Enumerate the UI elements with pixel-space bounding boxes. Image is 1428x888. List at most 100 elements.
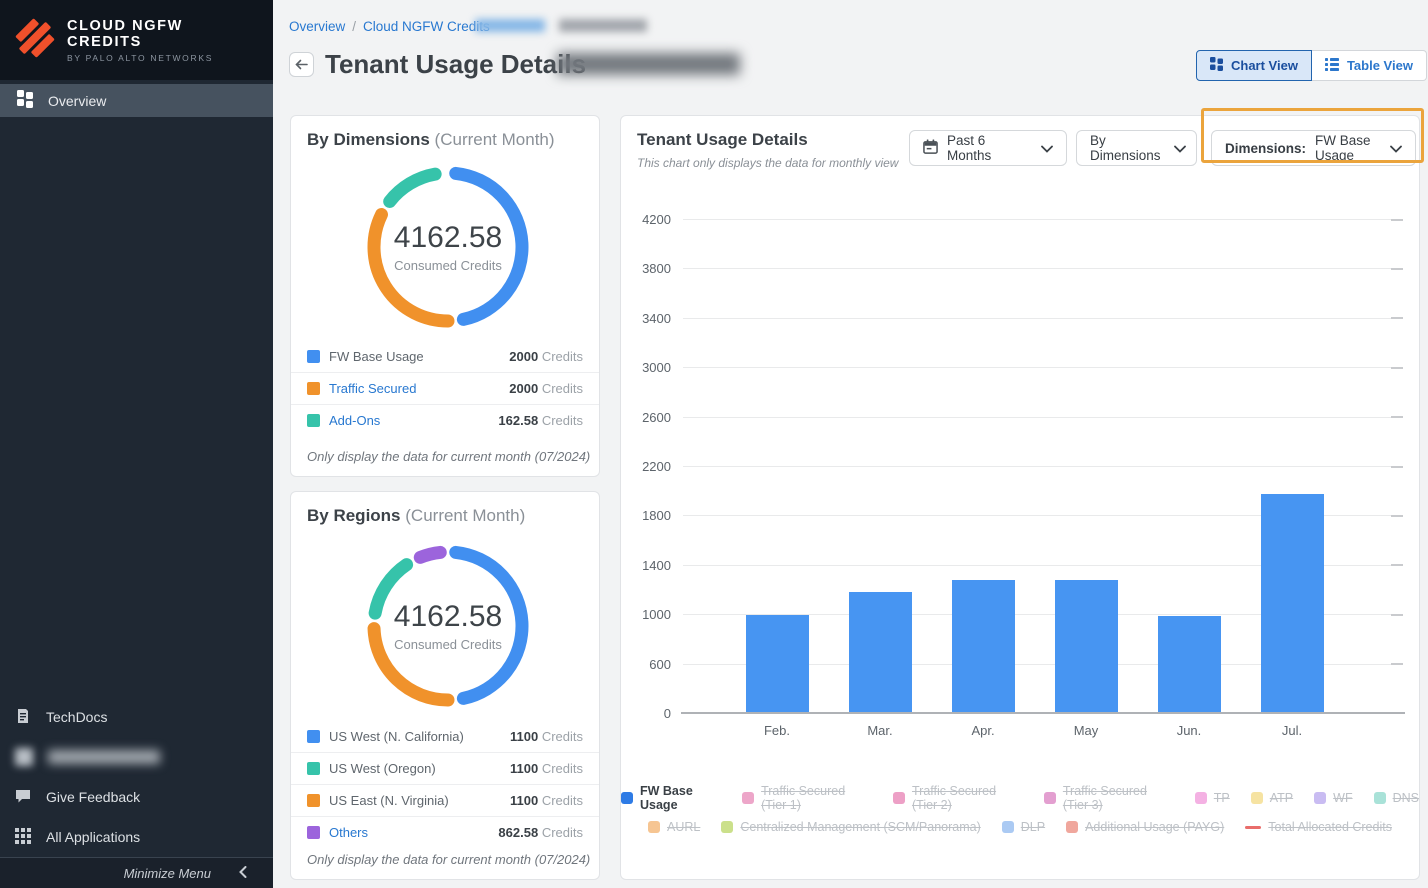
legend-item[interactable]: DLP [1001,820,1045,834]
sidebar-logo: CLOUD NGFW CREDITS BY PALO ALTO NETWORKS [0,0,273,80]
gridline [683,218,1403,221]
donut-segment[interactable] [383,167,442,208]
sidebar-item-overview[interactable]: Overview [0,84,273,117]
legend-row: Add-Ons 162.58 Credits [291,404,599,436]
axis-right-tick [1391,218,1403,221]
dimension-prefix: Dimensions: [1225,140,1307,156]
legend-item-label: TP [1213,791,1230,805]
time-range-value: Past 6 Months [947,133,992,163]
bar-Feb[interactable] [745,615,809,712]
dimensions-legend: FW Base Usage 2000 Credits Traffic Secur… [291,340,599,436]
y-tick-label: 4200 [642,212,671,227]
gridline [683,465,1403,468]
legend-item[interactable]: Traffic Secured (Tier 2) [892,784,1023,812]
apps-grid-icon [15,827,31,847]
calendar-icon [923,139,938,157]
card-title: By Dimensions (Current Month) [307,130,555,149]
legend-swatch [1250,792,1263,804]
legend-item-label: Traffic Secured (Tier 3) [1062,784,1147,812]
axis-right-tick [1391,613,1403,616]
redacted-icon [15,748,33,766]
y-tick-label: 1800 [642,508,671,524]
y-tick-label: 2600 [642,409,671,425]
page-title: Tenant Usage Details [325,49,587,79]
bar-Apr[interactable] [951,579,1015,712]
palo-alto-logo-icon [13,16,57,65]
by-dimensions-card: By Dimensions (Current Month) 4162.58 Co… [290,115,600,477]
group-by-dropdown[interactable]: By Dimensions [1076,130,1197,166]
time-range-dropdown[interactable]: Past 6 Months [909,130,1067,166]
y-tick-label: 2200 [642,459,671,474]
breadcrumb-credits-link[interactable]: Cloud NGFW Credits [363,19,490,34]
legend-item-label: Centralized Management (SCM/Panorama) [740,820,981,834]
legend-row: US West (N. California) 1100 Credits [291,720,599,752]
legend-swatch [307,826,320,839]
gridline [683,366,1403,369]
gridline [683,317,1403,320]
dimensions-donut-chart[interactable] [358,157,538,337]
donut-segment[interactable] [367,208,455,328]
legend-item[interactable]: ATP [1250,791,1294,805]
legend-item[interactable]: TP [1194,791,1230,805]
app-subtitle: BY PALO ALTO NETWORKS [67,52,214,63]
legend-item[interactable]: Total Allocated Credits [1245,820,1392,834]
donut-segment[interactable] [368,558,414,620]
legend-item[interactable]: DNS [1373,791,1419,805]
legend-swatch [307,729,320,743]
y-tick-label: 3400 [642,310,671,326]
minimize-menu-button[interactable]: Minimize Menu [0,857,273,888]
table-view-icon [1324,57,1339,74]
legend-swatch [307,349,320,363]
sidebar-item-give-feedback[interactable]: Give Feedback [0,777,273,817]
dimension-dropdown[interactable]: Dimensions: FW Base Usage [1211,130,1416,166]
back-button[interactable] [289,52,314,77]
legend-item-label: ATP [1269,791,1294,805]
legend-swatch [1314,792,1327,804]
legend-item[interactable]: Centralized Management (SCM/Panorama) [721,820,981,834]
legend-swatch [1373,792,1386,804]
legend-item[interactable]: Additional Usage (PAYG) [1066,820,1224,834]
legend-label-link[interactable]: Others [329,825,369,840]
document-icon [15,708,31,727]
chat-bubble-icon [15,788,31,807]
donut-segment[interactable] [367,622,455,707]
bar-May[interactable] [1054,580,1118,712]
x-tick-label: Jul. [1281,723,1303,738]
legend-label: FW Base Usage [329,348,424,364]
table-view-button[interactable]: Table View [1311,50,1427,81]
regions-donut-chart[interactable] [358,536,538,716]
gridline [683,663,1403,666]
donut-segment[interactable] [449,545,529,705]
legend-item[interactable]: Traffic Secured (Tier 3) [1043,784,1174,812]
legend-label-link[interactable]: Add-Ons [329,413,381,428]
legend-item[interactable]: WF [1314,791,1353,805]
legend-item[interactable]: AURL [648,820,700,834]
legend-item[interactable]: Traffic Secured (Tier 1) [742,784,872,812]
donut-segment[interactable] [413,545,447,564]
y-tick-label: 600 [649,656,671,672]
legend-item-label: DNS [1392,791,1419,805]
donut-segment[interactable] [449,166,529,326]
chart-legend: FW Base Usage Traffic Secured (Tier 1) Tra… [621,784,1419,834]
chart-view-button[interactable]: Chart View [1196,50,1312,81]
chevron-down-icon [1041,141,1053,156]
legend-label-link[interactable]: Traffic Secured [329,381,417,396]
legend-item[interactable]: FW Base Usage [621,784,721,812]
gridline [683,564,1403,567]
bar-Jul[interactable] [1260,494,1324,712]
chart-view-icon [1210,57,1223,74]
chevron-down-icon [1390,141,1402,156]
legend-row: Others 862.58 Credits [291,816,599,848]
bar-Jun[interactable] [1157,616,1221,712]
sidebar-item-all-applications[interactable]: All Applications [0,817,273,857]
y-tick-label: 3800 [642,261,671,277]
legend-swatch [307,794,320,807]
bar-Mar[interactable] [848,591,912,712]
redacted-tenant-id [557,53,740,75]
breadcrumb-overview-link[interactable]: Overview [289,19,346,34]
axis-right-tick [1391,366,1403,369]
legend-swatch [1043,792,1056,804]
sidebar-item-techdocs[interactable]: TechDocs [0,697,273,737]
y-tick-label: 3000 [642,360,671,376]
sidebar-item-redacted[interactable] [0,737,273,777]
